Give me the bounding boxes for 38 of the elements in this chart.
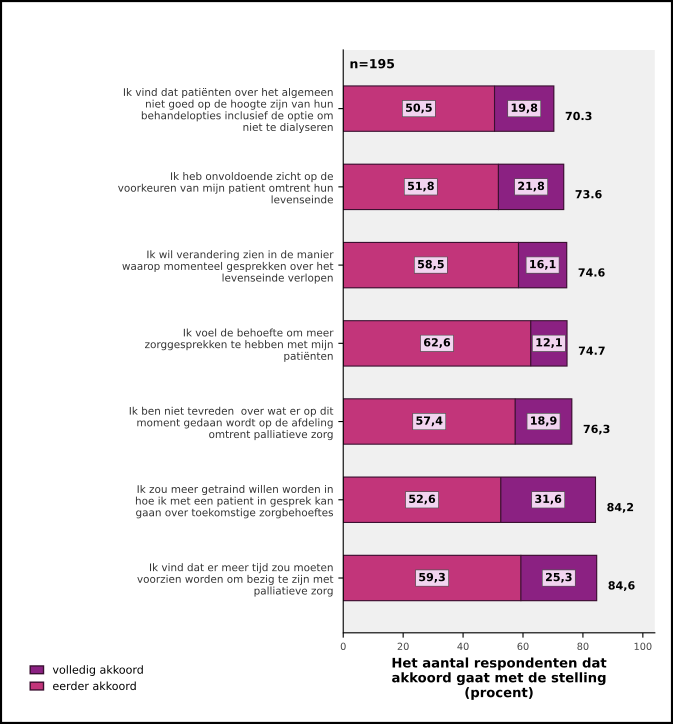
data-label: 12,1	[536, 338, 562, 348]
x-tick-label: 40	[457, 642, 469, 650]
data-label: 58,5	[418, 260, 444, 270]
data-label: 31,6	[535, 494, 562, 504]
data-label: 50,5	[406, 103, 432, 114]
data-label: 21,8	[518, 182, 544, 192]
total-label: 73.6	[576, 190, 602, 198]
annotation: n=195	[350, 58, 394, 68]
data-label: 57,4	[416, 416, 442, 426]
total-label: 76,3	[584, 424, 610, 435]
y-tick-label: Ik voel de behoefte om meer zorggesprekken te hebben met mijn patiënten	[145, 328, 334, 362]
data-label: 51,8	[408, 182, 434, 192]
y-tick-label: Ik wil verandering zien in de manier waarop momenteel gesprekken over het levenseinde verlopen	[122, 250, 334, 284]
data-label: 16,1	[530, 260, 556, 270]
y-tick-label: Ik heb onvoldoende zicht op de voorkeuren van mijn patient omtrent hun levenseinde	[118, 172, 333, 204]
total-label: 84,2	[607, 502, 634, 513]
data-label: 25,3	[546, 572, 572, 583]
total-label: 74.6	[578, 268, 605, 277]
data-label: 59,3	[419, 572, 445, 583]
total-label: 74.7	[578, 346, 605, 355]
y-tick-label: Ik zou meer getraind willen worden in hoe ik met een patient in gesprek kan gaan over toekomstige zorgbehoeftes	[136, 484, 333, 518]
x-axis-title: Het aantal respondenten dat akkoord gaat met de stelling (procent)	[392, 657, 606, 700]
x-tick-label: 60	[517, 642, 529, 650]
y-tick-label: Ik vind dat er meer tijd zou moeten voorzien worden om bezig te zijn met palliatieve zorg	[137, 563, 334, 597]
y-tick-label: Ik ben niet tevreden over wat er op dit moment gedaan wordt op de afdeling omtrent palliatieve zorg	[130, 406, 334, 440]
data-label: 18,9	[531, 416, 557, 426]
data-label: 19,8	[512, 103, 538, 114]
x-tick-label: 80	[577, 642, 588, 650]
data-label: 62,6	[424, 338, 450, 348]
legend-label: volledig akkoord	[52, 665, 143, 676]
y-tick-label: Ik vind dat patiënten over het algemeen niet goed op de hoogte zijn van hun behandelopties inclusief de optie om niet te dialyseren	[124, 88, 333, 134]
x-tick-label: 0	[340, 642, 346, 650]
x-tick-label: 100	[634, 642, 652, 650]
total-label: 70.3	[566, 112, 592, 120]
data-label: 52,6	[409, 494, 436, 504]
total-label: 84,6	[608, 581, 635, 591]
x-tick-label: 20	[398, 642, 409, 650]
legend-label: eerder akkoord	[53, 682, 136, 690]
